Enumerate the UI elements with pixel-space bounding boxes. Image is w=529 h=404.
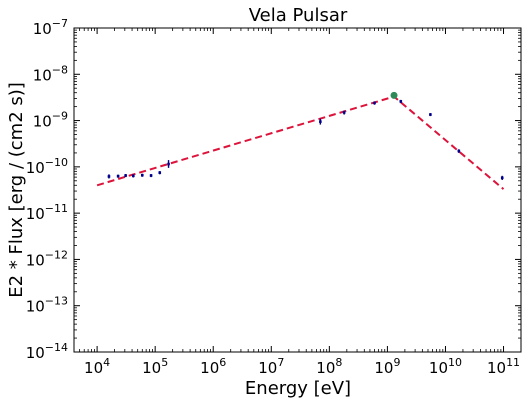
y-axis-title: E2 * Flux [erg / (cm2 s)] (6, 82, 27, 298)
point-marker (319, 120, 322, 123)
data-point (124, 174, 127, 178)
x-tick-labels: 104 105 106 107 108 109 1010 1011 (84, 356, 520, 377)
x-tick-label: 108 (316, 356, 342, 377)
point-marker (140, 173, 144, 177)
y-tick-label: 10−9 (33, 110, 68, 131)
data-point (131, 174, 135, 178)
point-marker (373, 101, 376, 105)
major-ticks (74, 27, 521, 353)
data-point (373, 101, 376, 105)
x-tick-label: 1011 (487, 356, 520, 377)
y-tick-label: 10−14 (26, 341, 68, 362)
data-point (140, 173, 144, 177)
point-marker (116, 174, 120, 178)
y-tick-label: 10−8 (33, 63, 68, 84)
x-tick-label: 109 (374, 356, 400, 377)
point-marker (107, 175, 111, 178)
point-marker (399, 100, 403, 103)
y-tick-label: 10−12 (26, 248, 68, 269)
y-tick-label: 10−10 (26, 156, 68, 177)
data-point (158, 171, 162, 175)
data-point (116, 174, 120, 178)
data-point (167, 160, 170, 168)
data-point (319, 118, 322, 125)
x-tick-label: 106 (200, 356, 226, 377)
data-point (457, 149, 461, 153)
point-marker (342, 111, 346, 114)
peak-marker (390, 91, 398, 99)
data-point (399, 99, 403, 103)
data-point (149, 174, 153, 178)
plot-frame (73, 27, 522, 353)
point-marker (167, 162, 170, 166)
point-marker (149, 174, 153, 177)
x-tick-label: 1010 (429, 356, 462, 377)
point-marker (429, 113, 432, 116)
points-layer (107, 99, 504, 181)
data-point (342, 110, 346, 115)
x-tick-label: 107 (258, 356, 284, 377)
chart-title: Vela Pulsar (249, 5, 348, 26)
minor-ticks (73, 28, 522, 352)
data-point (107, 174, 111, 179)
fit-line (96, 95, 505, 190)
point-marker (124, 174, 127, 177)
point-marker (500, 176, 504, 180)
y-tick-label: 10−7 (33, 17, 68, 38)
point-marker (158, 171, 162, 174)
x-axis-title: Energy [eV] (245, 378, 351, 399)
x-tick-label: 104 (84, 356, 110, 377)
y-tick-label: 10−11 (26, 202, 68, 223)
point-marker (131, 174, 135, 178)
y-tick-labels: 10−14 10−13 10−12 10−11 10−10 10−9 10−8 10−7 (26, 17, 68, 362)
data-point (500, 175, 504, 181)
point-marker (457, 149, 461, 153)
y-tick-label: 10−13 (26, 295, 68, 316)
data-point (429, 113, 432, 117)
x-tick-label: 105 (142, 356, 168, 377)
fit-layer (96, 91, 505, 190)
